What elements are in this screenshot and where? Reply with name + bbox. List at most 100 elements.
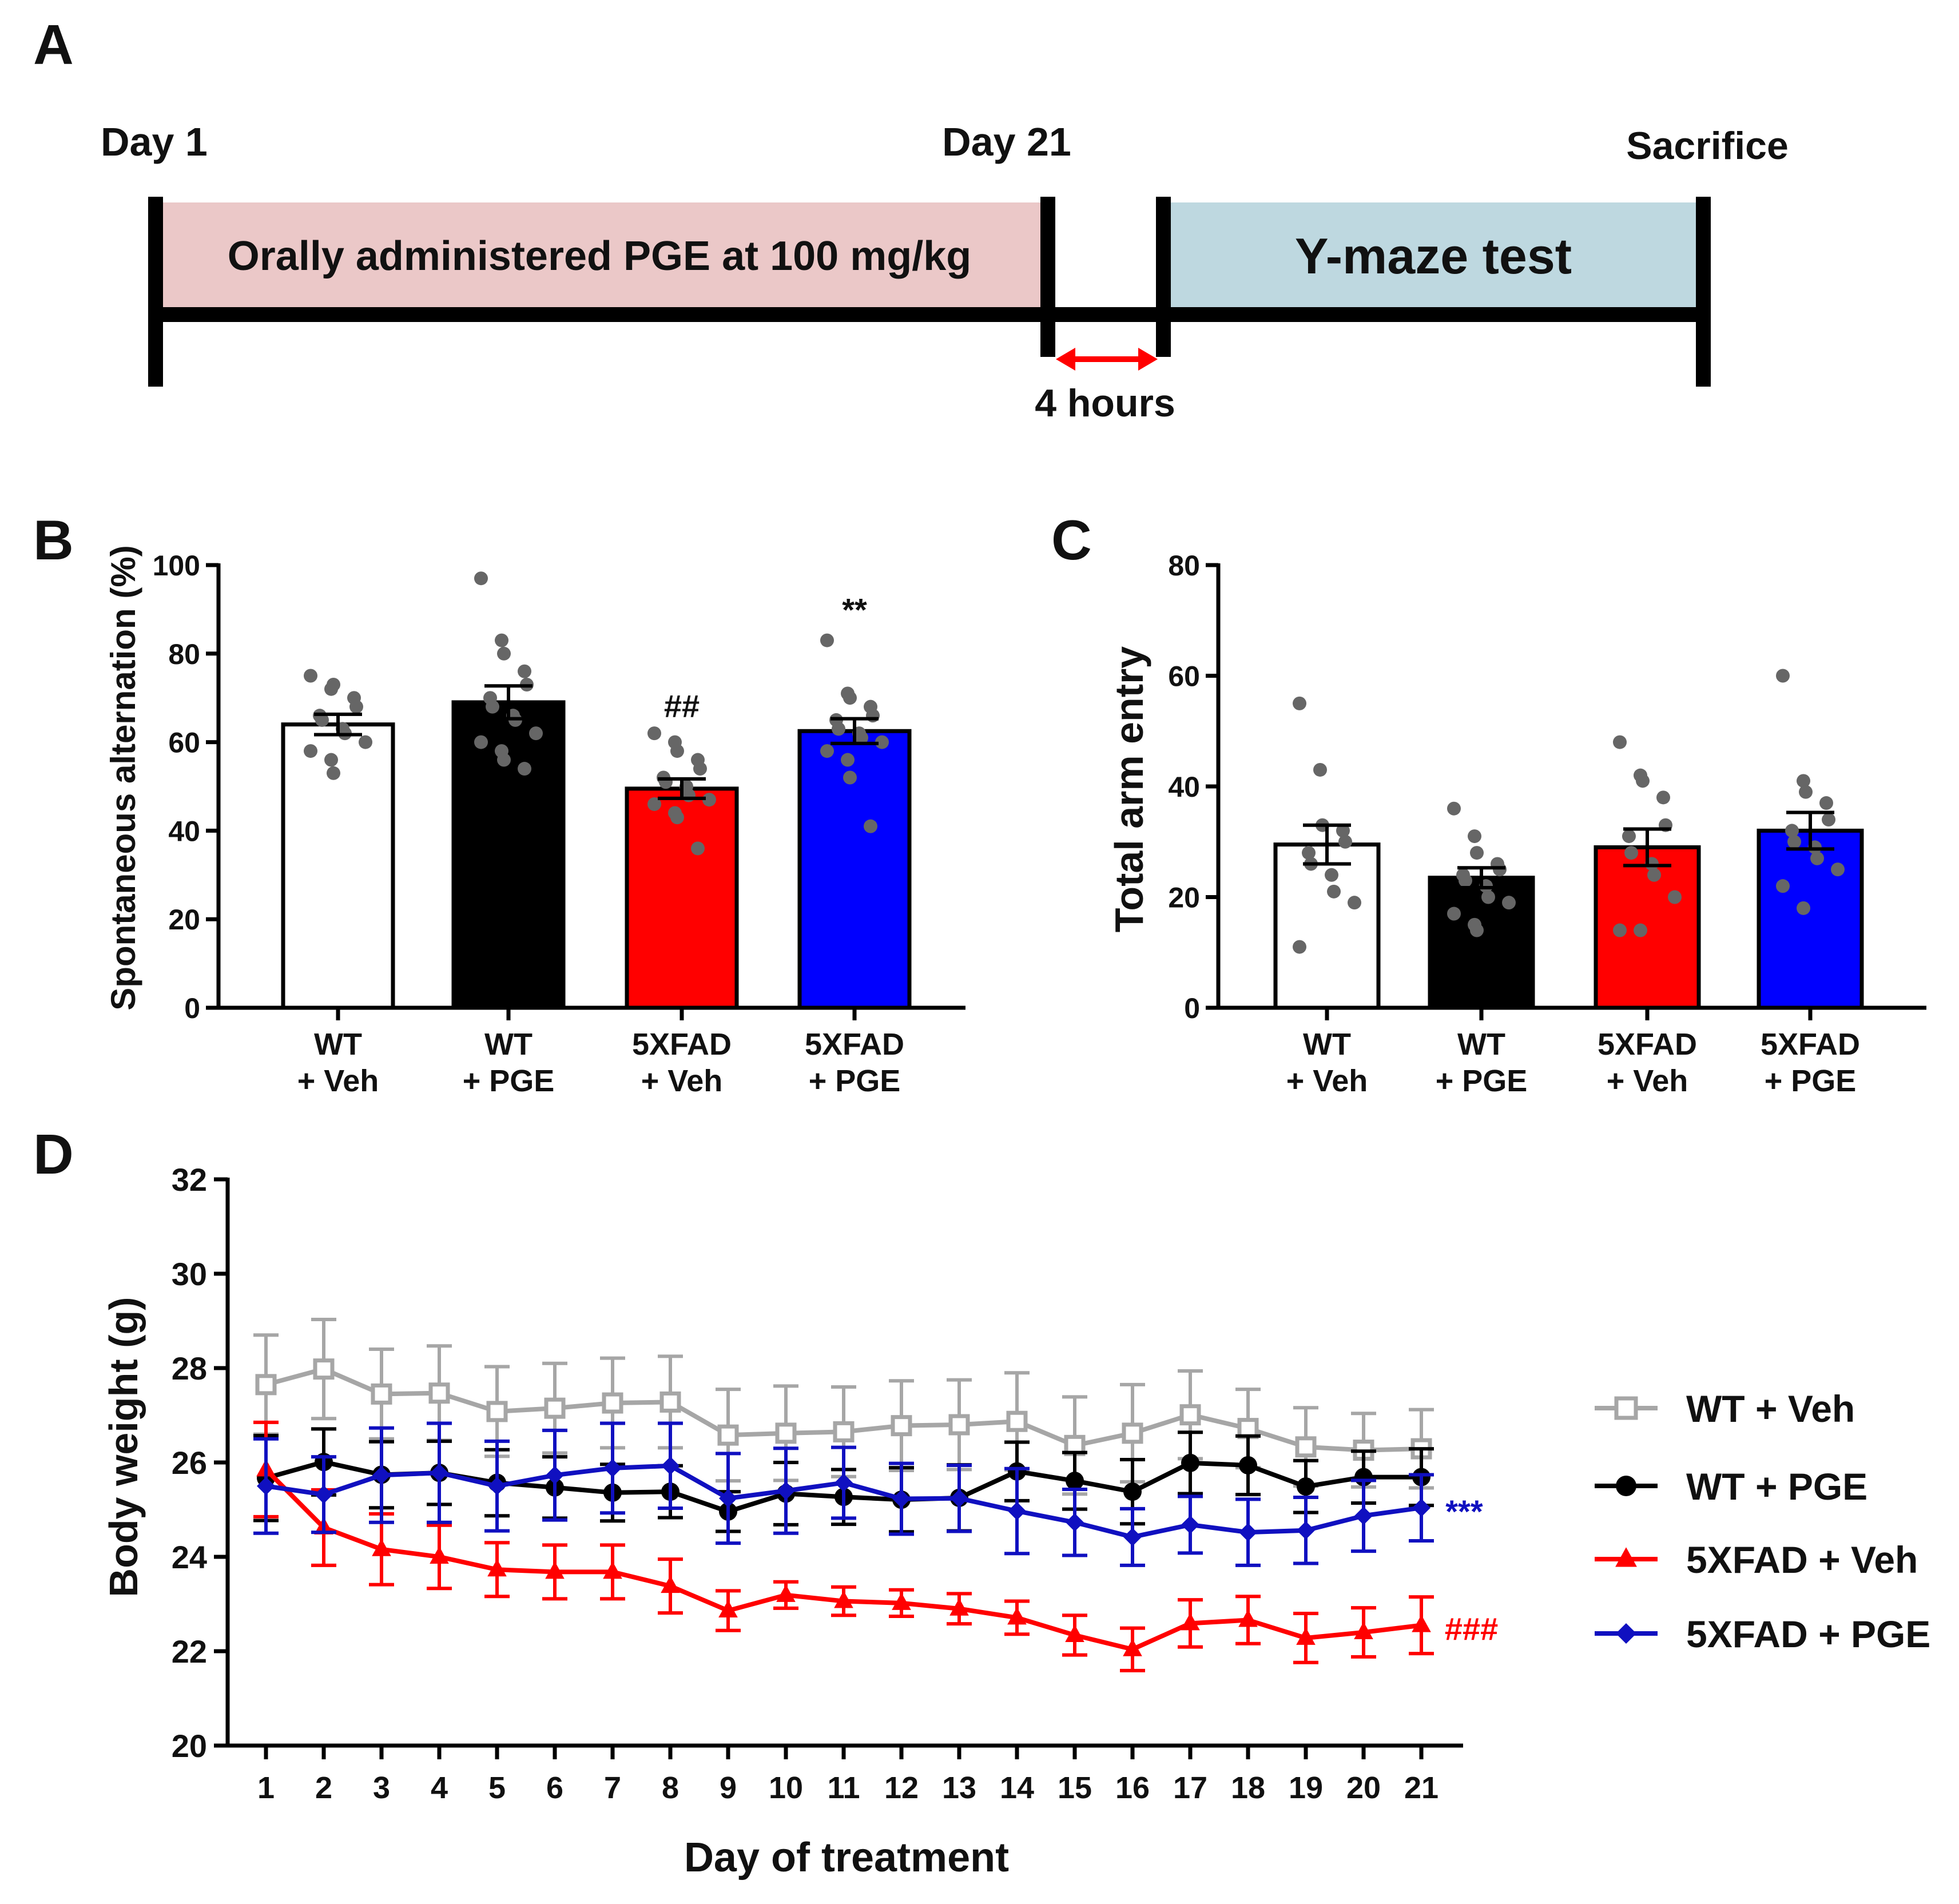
x-tick-label: 7 — [604, 1771, 621, 1805]
marker-square — [891, 1415, 912, 1437]
y-tick-label: 26 — [172, 1445, 207, 1481]
marker-square — [833, 1421, 855, 1442]
data-point — [327, 677, 340, 691]
data-point — [1293, 940, 1306, 954]
data-point — [1325, 868, 1338, 882]
marker-diamond — [1123, 1528, 1142, 1547]
y-tick-label: 20 — [1168, 882, 1200, 914]
data-point — [843, 691, 857, 705]
marker-triangle — [1354, 1621, 1373, 1639]
data-point — [832, 722, 845, 736]
y-tick-label: 20 — [172, 1728, 207, 1764]
marker-diamond — [488, 1477, 506, 1496]
marker-diamond — [1354, 1506, 1373, 1525]
data-point — [820, 744, 834, 758]
marker-diamond — [950, 1489, 968, 1508]
x-tick-label: 4 — [431, 1771, 448, 1805]
data-point — [324, 753, 338, 767]
legend-item: 5XFAD + Veh — [1595, 1539, 1918, 1581]
panel-b-y-axis-title: Spontaneous alternation (%) — [104, 545, 142, 1010]
data-point — [1470, 846, 1484, 860]
data-point — [486, 699, 499, 714]
significance-label: *** — [1444, 1493, 1483, 1529]
gap-arrow-right-head — [1138, 348, 1158, 371]
x-tick-label: 5 — [488, 1771, 506, 1805]
marker-circle — [1616, 1476, 1636, 1496]
y-tick-label: 20 — [168, 904, 200, 936]
data-point — [647, 726, 661, 741]
marker-diamond — [372, 1466, 391, 1485]
sacrifice-label: Sacrifice — [1626, 124, 1789, 168]
marker-square — [544, 1397, 566, 1419]
data-point — [1776, 879, 1790, 893]
pge-treatment-box — [157, 202, 1042, 307]
marker-square — [1006, 1410, 1028, 1432]
data-point — [702, 793, 716, 807]
marker-triangle — [892, 1592, 911, 1610]
x-tick-label: 8 — [662, 1771, 679, 1805]
data-point — [1613, 923, 1627, 937]
data-point — [1656, 790, 1670, 805]
legend-label: WT + PGE — [1686, 1465, 1867, 1508]
data-point — [841, 753, 855, 767]
x-tick-label: + Veh — [297, 1064, 379, 1098]
data-point — [1293, 696, 1306, 710]
y-tick-label: 30 — [172, 1256, 207, 1292]
marker-triangle — [776, 1584, 796, 1602]
marker-circle — [1181, 1453, 1199, 1472]
marker-square — [486, 1401, 508, 1422]
marker-circle — [1239, 1456, 1257, 1474]
day21-label: Day 21 — [942, 120, 1071, 164]
legend-label: 5XFAD + Veh — [1686, 1539, 1918, 1581]
x-tick-label: 20 — [1346, 1771, 1381, 1805]
marker-triangle — [372, 1539, 391, 1556]
data-point — [518, 762, 531, 776]
gap-label: 4 hours — [1035, 381, 1175, 425]
panel-d-y-axis-title: Body weight (g) — [101, 1297, 146, 1597]
x-tick-label: 10 — [769, 1771, 803, 1805]
marker-square — [717, 1424, 739, 1446]
marker-diamond — [1181, 1515, 1199, 1534]
x-tick-label: 14 — [1000, 1771, 1034, 1805]
data-point — [1336, 824, 1350, 838]
x-tick-label: 21 — [1404, 1771, 1439, 1805]
y-tick-label: 80 — [1168, 550, 1200, 582]
data-point — [855, 730, 868, 745]
x-tick-label: 6 — [546, 1771, 563, 1805]
legend-label: 5XFAD + PGE — [1686, 1613, 1930, 1655]
x-tick-label: + Veh — [1286, 1064, 1368, 1098]
panel-a-label: A — [33, 13, 74, 76]
data-point — [1613, 735, 1627, 749]
data-point — [1668, 890, 1682, 904]
marker-triangle — [487, 1559, 507, 1577]
x-tick-label: WT — [484, 1027, 533, 1062]
marker-diamond — [546, 1466, 564, 1485]
marker-triangle — [1296, 1627, 1316, 1645]
panel-d: D Body weight (g) Day of treatment 20222… — [33, 1123, 1930, 1881]
bar — [1428, 876, 1535, 1010]
x-tick-label: + PGE — [1436, 1064, 1528, 1098]
data-point — [1810, 851, 1824, 865]
data-point — [1636, 774, 1650, 788]
bar — [1594, 845, 1701, 1010]
y-tick-label: 80 — [168, 638, 200, 670]
legend-label: WT + Veh — [1686, 1388, 1855, 1430]
data-point — [1634, 923, 1647, 937]
data-point — [670, 810, 684, 825]
data-point — [1313, 762, 1327, 777]
test-label: Y-maze test — [1295, 228, 1572, 284]
marker-diamond — [315, 1485, 333, 1504]
x-tick-label: WT — [1303, 1027, 1351, 1062]
legend-item: 5XFAD + PGE — [1595, 1613, 1930, 1655]
marker-diamond — [1008, 1501, 1026, 1520]
x-tick-label: 12 — [884, 1771, 919, 1805]
marker-square — [948, 1414, 970, 1436]
data-point — [304, 669, 317, 683]
marker-diamond — [430, 1464, 448, 1482]
y-tick-label: 40 — [168, 815, 200, 847]
marker-triangle — [1181, 1612, 1200, 1631]
marker-square — [1179, 1404, 1201, 1426]
y-tick-label: 0 — [1184, 992, 1200, 1024]
y-tick-label: 60 — [1168, 661, 1200, 693]
